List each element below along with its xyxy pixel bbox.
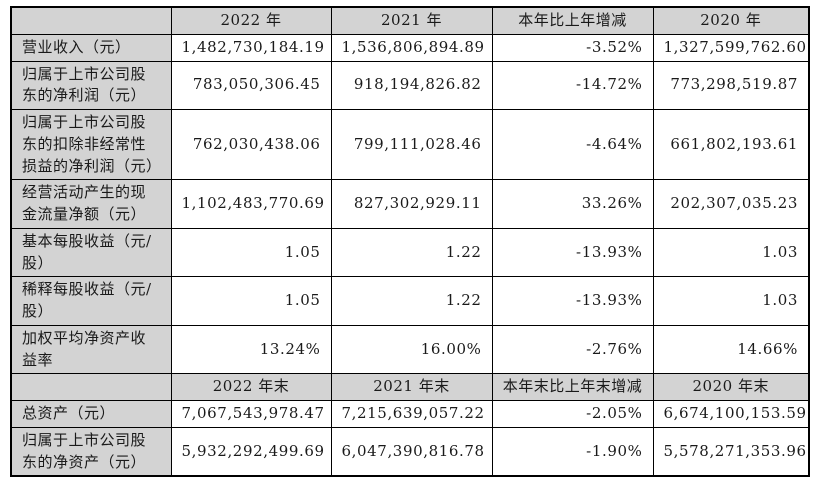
cell-2021: 16.00% xyxy=(330,324,493,375)
financial-summary: 2022 年 2021 年 本年比上年增减 2020 年 营业收入（元） 1,4… xyxy=(10,6,810,477)
row-diluted-eps: 稀释每股收益（元/股） 1.05 1.22 -13.93% 1.03 xyxy=(10,276,810,326)
cell-change: -13.93% xyxy=(491,276,654,326)
cell-change: -2.05% xyxy=(491,400,654,428)
row-label: 营业收入（元） xyxy=(10,33,172,62)
header-2021: 2021 年 xyxy=(330,6,493,35)
cell-change: -1.90% xyxy=(491,426,654,477)
cell-change: 33.26% xyxy=(491,179,654,229)
row-net-profit: 归属于上市公司股东的净利润（元） 783,050,306.45 918,194,… xyxy=(10,60,810,110)
cell-2022: 1,102,483,770.69 xyxy=(170,179,332,229)
cell-2022: 7,067,543,978.47 xyxy=(170,400,332,428)
header-end-2022: 2022 年末 xyxy=(170,373,332,401)
cell-2022: 1.05 xyxy=(170,276,332,326)
cell-2021: 7,215,639,057.22 xyxy=(330,400,493,428)
cell-2022: 1,482,730,184.19 xyxy=(170,33,332,62)
cell-2022: 5,932,292,499.69 xyxy=(170,426,332,477)
cell-2020: 661,802,193.61 xyxy=(652,108,810,181)
cell-change: -4.64% xyxy=(491,108,654,181)
cell-2020: 5,578,271,353.96 xyxy=(652,426,810,477)
eoy-header-row: 2022 年末 2021 年末 本年末比上年末增减 2020 年末 xyxy=(10,373,810,401)
cell-2021: 1.22 xyxy=(330,227,493,278)
row-label: 经营活动产生的现金流量净额（元） xyxy=(10,179,172,229)
row-weighted-avg-roe: 加权平均净资产收益率 13.24% 16.00% -2.76% 14.66% xyxy=(10,324,810,375)
cell-2020: 1.03 xyxy=(652,276,810,326)
header-end-2020: 2020 年末 xyxy=(652,373,810,401)
row-revenue: 营业收入（元） 1,482,730,184.19 1,536,806,894.8… xyxy=(10,33,810,62)
row-label: 基本每股收益（元/股） xyxy=(10,227,172,278)
header-end-2021: 2021 年末 xyxy=(330,373,493,401)
row-basic-eps: 基本每股收益（元/股） 1.05 1.22 -13.93% 1.03 xyxy=(10,227,810,278)
cell-change: -2.76% xyxy=(491,324,654,375)
cell-change: -3.52% xyxy=(491,33,654,62)
cell-2020: 14.66% xyxy=(652,324,810,375)
cell-2021: 918,194,826.82 xyxy=(330,60,493,110)
cell-2020: 1.03 xyxy=(652,227,810,278)
financial-summary-table: 2022 年 2021 年 本年比上年增减 2020 年 营业收入（元） 1,4… xyxy=(10,6,810,477)
cell-2021: 6,047,390,816.78 xyxy=(330,426,493,477)
header-eoy-change: 本年末比上年末增减 xyxy=(491,373,654,401)
cell-2020: 1,327,599,762.60 xyxy=(652,33,810,62)
row-label: 归属于上市公司股东的净资产（元） xyxy=(10,426,172,477)
cell-2021: 1.22 xyxy=(330,276,493,326)
header-2022: 2022 年 xyxy=(170,6,332,35)
cell-2020: 773,298,519.87 xyxy=(652,60,810,110)
header-yoy-change: 本年比上年增减 xyxy=(491,6,654,35)
row-label: 稀释每股收益（元/股） xyxy=(10,276,172,326)
row-label: 归属于上市公司股东的净利润（元） xyxy=(10,60,172,110)
cell-2020: 6,674,100,153.59 xyxy=(652,400,810,428)
row-total-assets: 总资产（元） 7,067,543,978.47 7,215,639,057.22… xyxy=(10,400,810,428)
row-label: 加权平均净资产收益率 xyxy=(10,324,172,375)
cell-2022: 13.24% xyxy=(170,324,332,375)
blank-corner-cell xyxy=(10,373,172,401)
cell-change: -14.72% xyxy=(491,60,654,110)
row-operating-cash-flow: 经营活动产生的现金流量净额（元） 1,102,483,770.69 827,30… xyxy=(10,179,810,229)
cell-2021: 1,536,806,894.89 xyxy=(330,33,493,62)
cell-2022: 1.05 xyxy=(170,227,332,278)
cell-2022: 783,050,306.45 xyxy=(170,60,332,110)
cell-change: -13.93% xyxy=(491,227,654,278)
row-label: 总资产（元） xyxy=(10,400,172,428)
row-net-profit-excl-nonrecurring: 归属于上市公司股东的扣除非经常性损益的净利润（元） 762,030,438.06… xyxy=(10,108,810,181)
row-label: 归属于上市公司股东的扣除非经常性损益的净利润（元） xyxy=(10,108,172,181)
header-2020: 2020 年 xyxy=(652,6,810,35)
cell-2022: 762,030,438.06 xyxy=(170,108,332,181)
cell-2021: 827,302,929.11 xyxy=(330,179,493,229)
row-net-assets: 归属于上市公司股东的净资产（元） 5,932,292,499.69 6,047,… xyxy=(10,426,810,477)
blank-corner-cell xyxy=(10,6,172,35)
annual-header-row: 2022 年 2021 年 本年比上年增减 2020 年 xyxy=(10,6,810,35)
cell-2021: 799,111,028.46 xyxy=(330,108,493,181)
cell-2020: 202,307,035.23 xyxy=(652,179,810,229)
